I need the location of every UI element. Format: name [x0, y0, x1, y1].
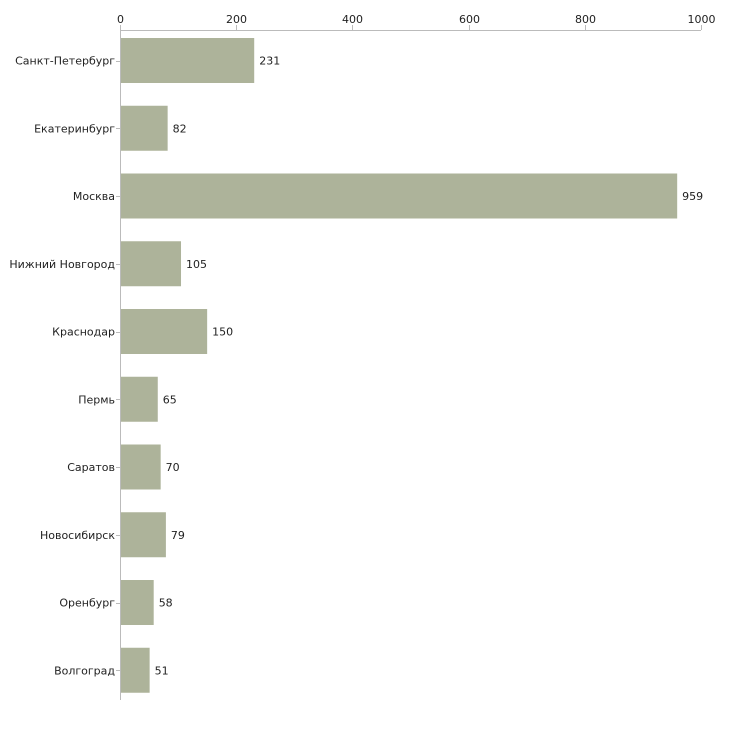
x-tick-label: 200: [226, 13, 247, 26]
category-label: Пермь: [78, 393, 115, 406]
x-tick-label: 1000: [688, 13, 716, 26]
bar: [121, 580, 154, 625]
value-label: 58: [159, 597, 173, 610]
value-label: 105: [186, 258, 207, 271]
x-tick-label: 400: [342, 13, 363, 26]
category-label: Москва: [73, 190, 115, 203]
bar: [121, 173, 678, 219]
bar: [121, 38, 255, 83]
category-label: Оренбург: [59, 597, 115, 610]
bar: [121, 444, 161, 490]
x-tick-label: 800: [575, 13, 596, 26]
category-label: Санкт-Петербург: [15, 55, 115, 68]
x-tick-label: 0: [117, 13, 124, 26]
x-tick-label: 600: [459, 13, 480, 26]
category-label: Екатеринбург: [34, 122, 115, 135]
value-label: 51: [155, 664, 169, 677]
bar: [121, 105, 168, 151]
bars: [121, 38, 678, 693]
axes: [116, 25, 702, 700]
value-label: 150: [212, 326, 233, 339]
category-label: Новосибирск: [40, 529, 115, 542]
bar: [121, 241, 182, 287]
category-label: Саратов: [67, 461, 115, 474]
value-label: 231: [259, 55, 280, 68]
labels: 0 200 400 600 800 1000 Санкт-Петербург 231 Екате…: [9, 13, 715, 677]
category-label: Нижний Новгород: [9, 258, 115, 271]
bar: [121, 512, 166, 558]
bar: [121, 647, 150, 693]
category-label: Краснодар: [52, 326, 115, 339]
value-label: 70: [166, 461, 180, 474]
bar: [121, 309, 208, 354]
value-label: 79: [171, 529, 185, 542]
category-label: Волгоград: [54, 664, 115, 677]
value-label: 959: [682, 190, 703, 203]
value-label: 82: [173, 122, 187, 135]
value-label: 65: [163, 393, 177, 406]
bar: [121, 376, 158, 422]
